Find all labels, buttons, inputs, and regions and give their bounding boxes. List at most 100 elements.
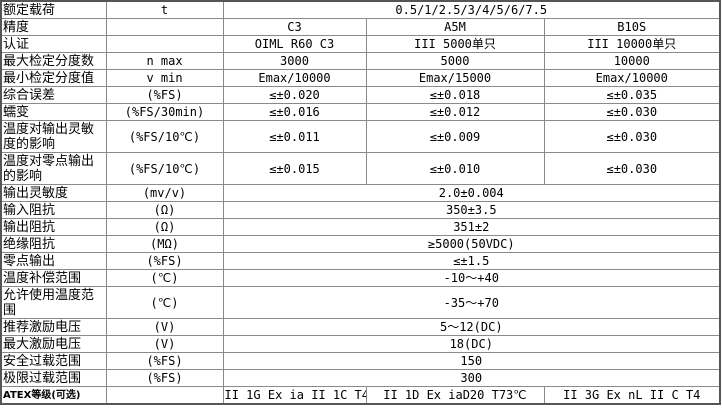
value-cell: Emax/10000 — [222, 69, 367, 87]
table-row: 安全过载范围 (%FS) 150 — [0, 352, 721, 370]
table-row: 最大激励电压 (V) 18(DC) — [0, 335, 721, 353]
value-cell-merged: ≤±1.5 — [222, 252, 721, 270]
value-cell: ≤±0.009 — [365, 120, 545, 153]
value-cell-merged: 5～12(DC) — [222, 318, 721, 336]
value-cell: III 5000单只 — [365, 35, 545, 53]
unit-cell: (%FS/10℃) — [105, 120, 224, 153]
table-row: 输出灵敏度 (mv/v) 2.0±0.004 — [0, 184, 721, 202]
value-cell: ≤±0.015 — [222, 152, 367, 185]
unit-cell: (Ω) — [105, 218, 224, 236]
table-row: 允许使用温度范围 (℃) -35～+70 — [0, 286, 721, 319]
table-row: 蠕变 (%FS/30min) ≤±0.016 ≤±0.012 ≤±0.030 — [0, 103, 721, 121]
param-name-cell: 蠕变 — [0, 103, 107, 121]
param-name-cell: 允许使用温度范围 — [0, 286, 107, 319]
param-name-cell: 精度 — [0, 18, 107, 36]
value-cell-merged: -10～+40 — [222, 269, 721, 287]
param-name-cell: 综合误差 — [0, 86, 107, 104]
param-name-cell: 极限过载范围 — [0, 369, 107, 387]
table-row: 推荐激励电压 (V) 5～12(DC) — [0, 318, 721, 336]
value-cell: ≤±0.020 — [222, 86, 367, 104]
value-cell-merged: 300 — [222, 369, 721, 387]
param-name-cell: 绝缘阻抗 — [0, 235, 107, 253]
value-cell-merged: 351±2 — [222, 218, 721, 236]
value-cell: B10S — [543, 18, 721, 36]
param-name-cell: 温度对零点输出的影响 — [0, 152, 107, 185]
param-name-cell: ATEX等级(可选) — [0, 386, 107, 405]
unit-cell: (mv/v) — [105, 184, 224, 202]
param-name-cell: 输入阻抗 — [0, 201, 107, 219]
value-cell: Emax/15000 — [365, 69, 545, 87]
value-cell-merged: ≥5000(50VDC) — [222, 235, 721, 253]
value-cell-merged: 350±3.5 — [222, 201, 721, 219]
value-cell-merged: 2.0±0.004 — [222, 184, 721, 202]
unit-cell: (%FS/30min) — [105, 103, 224, 121]
table-row: 额定载荷 t 0.5/1/2.5/3/4/5/6/7.5 — [0, 0, 721, 19]
value-cell: OIML R60 C3 — [222, 35, 367, 53]
param-name-cell: 零点输出 — [0, 252, 107, 270]
unit-cell: (%FS) — [105, 252, 224, 270]
value-cell: ≤±0.030 — [543, 103, 721, 121]
unit-cell: (%FS) — [105, 86, 224, 104]
value-cell: ≤±0.030 — [543, 120, 721, 153]
param-name-cell: 最小检定分度值 — [0, 69, 107, 87]
value-cell: ≤±0.010 — [365, 152, 545, 185]
value-cell: II 3G Ex nL II C T4 — [543, 386, 721, 405]
table-row: ATEX等级(可选) II 1G Ex ia II 1C T4 II 1D Ex i… — [0, 386, 721, 405]
value-cell: ≤±0.018 — [365, 86, 545, 104]
value-cell: A5M — [365, 18, 545, 36]
value-cell: 10000 — [543, 52, 721, 70]
param-name-cell: 认证 — [0, 35, 107, 53]
unit-cell: (V) — [105, 318, 224, 336]
unit-cell: t — [105, 0, 224, 19]
value-cell: II 1G Ex ia II 1C T4 — [222, 386, 367, 405]
param-name-cell: 推荐激励电压 — [0, 318, 107, 336]
table-row: 绝缘阻抗 (MΩ) ≥5000(50VDC) — [0, 235, 721, 253]
unit-cell: (%FS/10℃) — [105, 152, 224, 185]
value-cell: 3000 — [222, 52, 367, 70]
unit-cell: v min — [105, 69, 224, 87]
param-name-cell: 安全过载范围 — [0, 352, 107, 370]
value-cell: ≤±0.011 — [222, 120, 367, 153]
value-cell-merged: -35～+70 — [222, 286, 721, 319]
unit-cell — [105, 35, 224, 53]
unit-cell: n max — [105, 52, 224, 70]
unit-cell — [105, 18, 224, 36]
param-name-cell: 温度对输出灵敏度的影响 — [0, 120, 107, 153]
value-cell: C3 — [222, 18, 367, 36]
unit-cell: (%FS) — [105, 352, 224, 370]
unit-cell — [105, 386, 224, 405]
table-row: 输入阻抗 (Ω) 350±3.5 — [0, 201, 721, 219]
value-cell-merged: 0.5/1/2.5/3/4/5/6/7.5 — [222, 0, 721, 19]
param-name-cell: 额定载荷 — [0, 0, 107, 19]
table-row: 最大检定分度数 n max 3000 5000 10000 — [0, 52, 721, 70]
unit-cell: (Ω) — [105, 201, 224, 219]
param-name-cell: 输出阻抗 — [0, 218, 107, 236]
table-row: 极限过载范围 (%FS) 300 — [0, 369, 721, 387]
value-cell: Emax/10000 — [543, 69, 721, 87]
unit-cell: (V) — [105, 335, 224, 353]
value-cell: 5000 — [365, 52, 545, 70]
table-row: 最小检定分度值 v min Emax/10000 Emax/15000 Emax/100… — [0, 69, 721, 87]
value-cell: ≤±0.012 — [365, 103, 545, 121]
value-cell: ≤±0.016 — [222, 103, 367, 121]
unit-cell: (℃) — [105, 286, 224, 319]
unit-cell: (%FS) — [105, 369, 224, 387]
table-row: 温度对零点输出的影响 (%FS/10℃) ≤±0.015 ≤±0.010 ≤±0.030 — [0, 152, 721, 185]
table-row: 输出阻抗 (Ω) 351±2 — [0, 218, 721, 236]
table-row: 综合误差 (%FS) ≤±0.020 ≤±0.018 ≤±0.035 — [0, 86, 721, 104]
param-name-cell: 温度补偿范围 — [0, 269, 107, 287]
param-name-cell: 最大激励电压 — [0, 335, 107, 353]
value-cell: II 1D Ex iaD20 T73℃ — [365, 386, 545, 405]
table-row: 温度补偿范围 (℃) -10～+40 — [0, 269, 721, 287]
value-cell-merged: 150 — [222, 352, 721, 370]
unit-cell: (℃) — [105, 269, 224, 287]
value-cell: ≤±0.030 — [543, 152, 721, 185]
table-row: 精度 C3 A5M B10S — [0, 18, 721, 36]
value-cell: ≤±0.035 — [543, 86, 721, 104]
param-name-cell: 输出灵敏度 — [0, 184, 107, 202]
table-row: 零点输出 (%FS) ≤±1.5 — [0, 252, 721, 270]
table-row: 认证 OIML R60 C3 III 5000单只 III 10000单只 — [0, 35, 721, 53]
value-cell-merged: 18(DC) — [222, 335, 721, 353]
value-cell: III 10000单只 — [543, 35, 721, 53]
